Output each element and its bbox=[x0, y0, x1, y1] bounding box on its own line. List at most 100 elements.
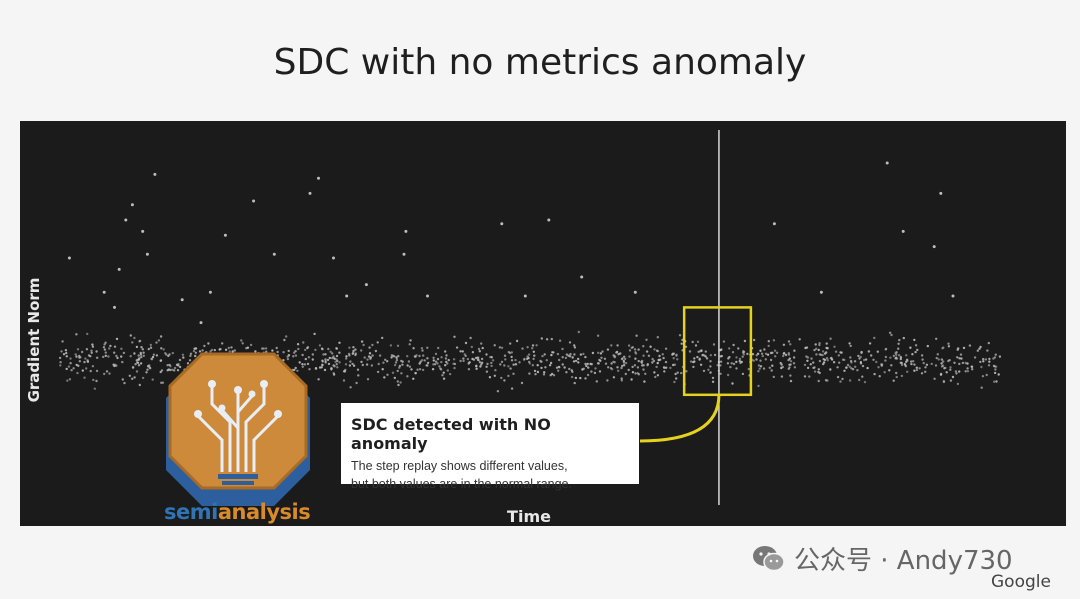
data-point bbox=[115, 354, 118, 358]
data-point bbox=[742, 350, 746, 354]
data-point bbox=[157, 339, 161, 342]
data-point bbox=[586, 362, 589, 366]
data-point bbox=[926, 344, 929, 348]
data-point bbox=[133, 336, 136, 340]
data-point bbox=[148, 366, 151, 369]
data-point bbox=[382, 361, 385, 364]
data-point bbox=[606, 348, 610, 351]
data-point bbox=[514, 363, 517, 366]
data-point bbox=[510, 387, 514, 390]
data-point bbox=[951, 375, 955, 379]
data-point bbox=[815, 347, 818, 350]
data-point bbox=[584, 362, 587, 366]
data-point bbox=[698, 350, 702, 353]
data-point bbox=[568, 341, 572, 344]
data-point bbox=[393, 363, 397, 367]
data-point bbox=[169, 365, 172, 368]
data-point bbox=[637, 348, 640, 351]
data-point bbox=[631, 365, 634, 369]
data-point bbox=[966, 367, 969, 370]
data-point bbox=[115, 364, 118, 367]
data-point bbox=[507, 350, 510, 354]
data-point bbox=[354, 348, 357, 351]
data-point bbox=[386, 373, 389, 376]
data-point bbox=[271, 349, 274, 352]
data-point bbox=[293, 368, 296, 372]
data-point bbox=[591, 351, 595, 355]
data-point bbox=[75, 355, 78, 358]
data-point bbox=[845, 366, 848, 369]
data-point bbox=[558, 339, 562, 342]
data-point bbox=[610, 362, 613, 365]
data-point bbox=[335, 347, 338, 350]
data-point bbox=[203, 344, 206, 348]
data-point bbox=[825, 357, 829, 360]
data-point bbox=[122, 351, 126, 355]
data-point bbox=[503, 354, 507, 357]
outlier-point bbox=[932, 245, 936, 249]
data-point bbox=[956, 382, 960, 386]
data-point bbox=[181, 353, 185, 356]
data-point bbox=[121, 378, 125, 381]
data-point bbox=[570, 375, 574, 379]
data-point bbox=[916, 348, 919, 352]
data-point bbox=[805, 346, 809, 349]
data-point bbox=[276, 350, 279, 354]
data-point bbox=[491, 359, 495, 362]
data-point bbox=[177, 362, 180, 366]
data-point bbox=[85, 367, 88, 370]
data-point bbox=[304, 357, 307, 361]
data-point bbox=[254, 350, 257, 353]
data-point bbox=[856, 369, 859, 372]
data-point bbox=[522, 358, 526, 361]
data-point bbox=[334, 360, 337, 363]
data-point bbox=[298, 361, 301, 364]
data-point bbox=[326, 358, 330, 362]
data-point bbox=[729, 365, 732, 369]
data-point bbox=[888, 331, 892, 334]
outlier-point bbox=[208, 290, 212, 294]
data-point bbox=[582, 352, 585, 356]
outlier-point bbox=[332, 256, 335, 260]
data-point bbox=[363, 356, 366, 359]
outlier-point bbox=[819, 290, 823, 294]
data-point bbox=[813, 370, 817, 373]
data-point bbox=[400, 359, 403, 363]
data-point bbox=[301, 353, 304, 357]
data-point bbox=[396, 380, 399, 383]
data-point bbox=[826, 359, 829, 362]
data-point bbox=[637, 359, 640, 363]
data-point bbox=[409, 339, 412, 342]
data-point bbox=[479, 365, 482, 368]
data-point bbox=[317, 378, 320, 381]
data-point bbox=[351, 362, 354, 366]
data-point bbox=[574, 376, 578, 380]
data-point bbox=[133, 376, 136, 379]
data-point bbox=[769, 358, 773, 362]
data-point bbox=[542, 373, 546, 376]
data-point bbox=[493, 344, 496, 347]
data-point bbox=[146, 368, 149, 371]
data-point bbox=[590, 370, 593, 373]
data-point bbox=[984, 358, 988, 361]
data-point bbox=[489, 355, 492, 359]
data-point bbox=[875, 360, 878, 364]
data-point bbox=[287, 354, 291, 357]
data-point bbox=[361, 363, 364, 367]
data-point bbox=[155, 354, 159, 357]
data-point bbox=[910, 360, 913, 363]
data-point bbox=[958, 357, 961, 360]
data-point bbox=[307, 356, 311, 359]
data-point bbox=[532, 357, 535, 361]
data-point bbox=[292, 355, 295, 358]
data-point bbox=[768, 366, 771, 369]
data-point bbox=[74, 353, 77, 356]
data-point bbox=[949, 368, 952, 371]
data-point bbox=[645, 350, 649, 353]
data-point bbox=[308, 368, 311, 371]
data-point bbox=[354, 352, 357, 355]
data-point bbox=[903, 363, 907, 366]
data-point bbox=[719, 360, 723, 363]
data-point bbox=[920, 354, 924, 357]
outlier-point bbox=[633, 290, 637, 294]
